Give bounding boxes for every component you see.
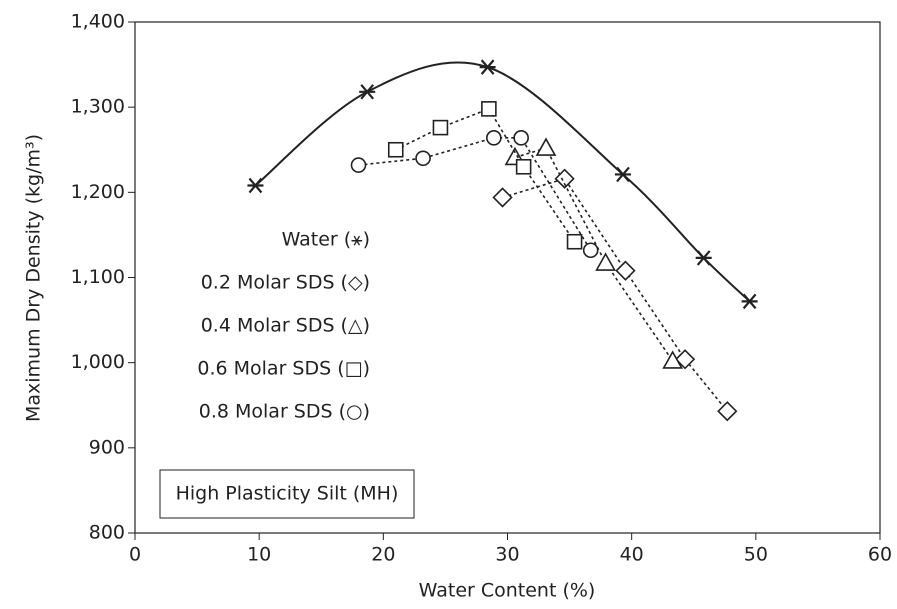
y-tick-label: 800	[89, 522, 125, 544]
marker	[614, 166, 631, 183]
series-line	[254, 61, 751, 303]
marker	[492, 187, 513, 208]
y-tick-label: 1,100	[71, 266, 125, 288]
marker	[615, 260, 636, 281]
x-tick-label: 30	[495, 544, 519, 566]
marker	[515, 158, 532, 175]
x-tick-label: 60	[868, 544, 892, 566]
marker	[582, 242, 599, 259]
y-tick-label: 1,400	[71, 11, 125, 33]
marker	[595, 252, 616, 271]
marker	[662, 350, 684, 369]
marker	[535, 137, 557, 156]
y-tick-label: 1,300	[71, 96, 125, 118]
annotation-box	[159, 469, 415, 519]
marker	[717, 401, 738, 422]
y-axis-label: Maximum Dry Density (kg/m³)	[23, 134, 45, 422]
series-line	[395, 107, 576, 243]
x-tick-label: 40	[620, 544, 644, 566]
x-tick-label: 50	[744, 544, 768, 566]
legend-label: Water (⚹)	[282, 229, 370, 251]
series-line	[514, 147, 674, 362]
legend-label: 0.6 Molar SDS (□)	[197, 358, 370, 380]
y-tick-label: 900	[89, 436, 125, 458]
x-axis-label: Water Content (%)	[419, 580, 596, 602]
x-tick-label: 10	[247, 544, 271, 566]
marker	[415, 150, 431, 167]
x-tick-label: 20	[371, 544, 395, 566]
marker	[513, 130, 529, 146]
marker	[359, 84, 376, 100]
legend-label: 0.4 Molar SDS (△)	[201, 315, 370, 337]
series-line	[502, 177, 728, 412]
marker	[350, 157, 367, 173]
marker	[387, 141, 404, 158]
annotation: High Plasticity Silt (MH)	[176, 483, 399, 505]
marker	[741, 293, 758, 310]
marker	[695, 250, 712, 266]
marker	[566, 233, 583, 250]
legend-label: 0.8 Molar SDS (○)	[199, 401, 370, 423]
marker	[486, 130, 502, 146]
marker	[247, 177, 264, 194]
marker	[479, 59, 496, 75]
legend-label: 0.2 Molar SDS (◇)	[201, 272, 370, 294]
marker	[481, 101, 497, 117]
y-tick-label: 1,000	[71, 351, 125, 373]
x-tick-label: 0	[129, 544, 141, 566]
y-tick-label: 1,200	[71, 181, 125, 203]
marker	[432, 119, 449, 136]
marker	[674, 349, 696, 370]
